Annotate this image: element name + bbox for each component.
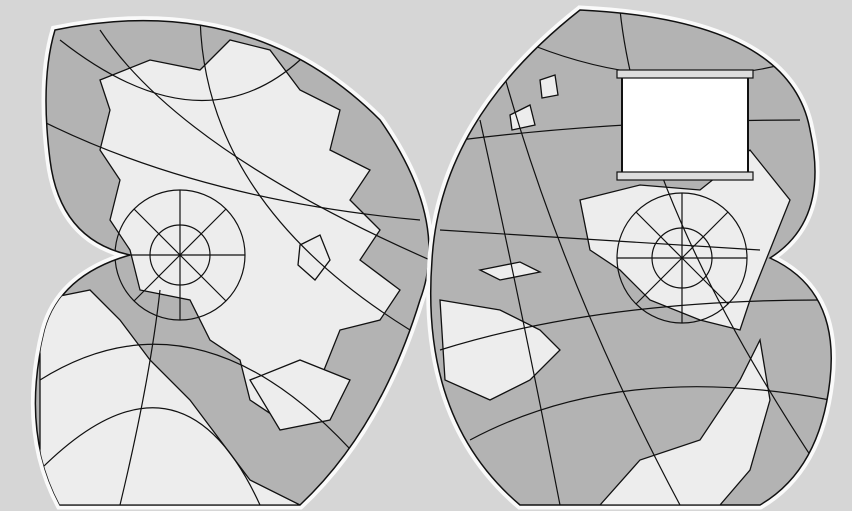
cartouche-bottom [616,171,754,181]
land-mass [39,289,301,506]
graticule [39,20,429,506]
island [478,261,542,281]
land-mass [598,337,771,505]
right-hemisphere [439,10,831,505]
left-hemisphere [39,20,429,506]
land-mass [439,299,561,401]
island [539,74,559,99]
land-mass [99,39,401,421]
cartouche [621,74,749,176]
cartouche-top [616,69,754,79]
island [249,359,351,431]
island [509,104,536,131]
land-mass [579,149,791,331]
graticule [439,10,831,505]
